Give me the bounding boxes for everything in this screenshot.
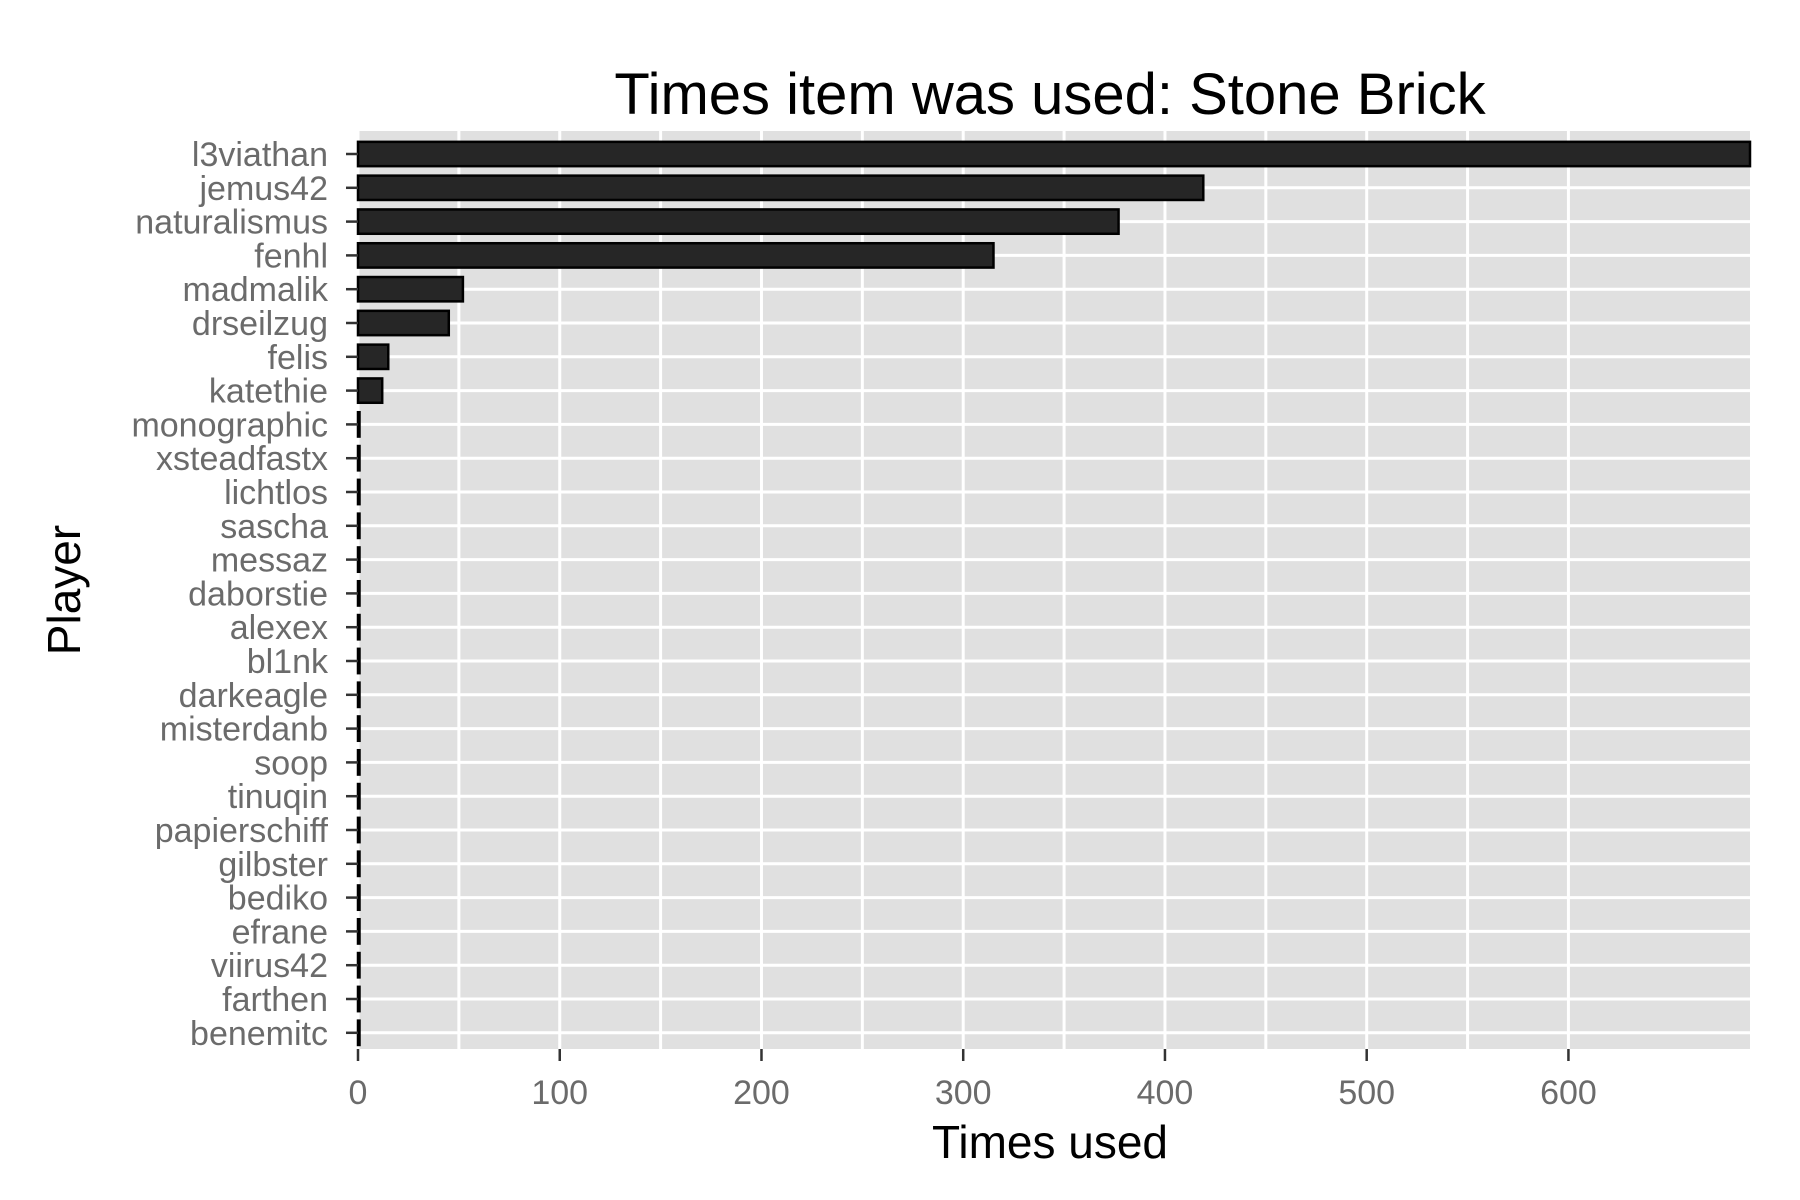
bar-soop — [356, 748, 361, 776]
bar-felis — [356, 343, 390, 371]
y-tick-label: fenhl — [254, 237, 328, 275]
bar-lichtlos — [356, 478, 361, 506]
y-tick-label: gilbster — [218, 846, 328, 884]
x-tick-label: 600 — [1540, 1074, 1597, 1112]
bar-drseilzug — [356, 309, 451, 337]
y-tick-label: naturalismus — [135, 204, 328, 242]
bar-monographic — [356, 410, 361, 438]
y-tick-label: darkeagle — [179, 677, 328, 715]
bar-jemus42 — [356, 174, 1205, 202]
plot-panel — [358, 131, 1750, 1049]
bar-papierschiff — [356, 816, 361, 844]
bar-messaz — [356, 546, 361, 574]
y-tick-label: xsteadfastx — [156, 440, 328, 478]
y-tick-label: felis — [268, 339, 328, 377]
bar-fenhl — [356, 241, 995, 269]
bar-benemitc — [356, 1019, 361, 1047]
y-tick-label: farthen — [222, 981, 328, 1019]
x-axis: 0 100 200 300 400 500 600 — [349, 1049, 1597, 1112]
y-tick-label: efrane — [232, 913, 328, 951]
bar-sascha — [356, 512, 361, 540]
y-axis: l3viathanjemus42naturalismusfenhlmadmali… — [131, 136, 358, 1053]
bar-tinuqin — [356, 782, 361, 810]
y-tick-label: drseilzug — [192, 305, 328, 343]
x-tick-label: 400 — [1137, 1074, 1194, 1112]
y-tick-label: madmalik — [183, 271, 329, 309]
x-tick-label: 200 — [733, 1074, 790, 1112]
bar-viirus42 — [356, 951, 361, 979]
y-axis-title: Player — [38, 525, 90, 655]
y-tick-label: lichtlos — [224, 474, 328, 512]
y-tick-label: misterdanb — [160, 711, 328, 749]
y-tick-label: papierschiff — [155, 812, 329, 850]
y-tick-label: alexex — [230, 609, 328, 647]
bar-katethie — [356, 377, 384, 405]
bar-farthen — [356, 985, 361, 1013]
chart-title: Times item was used: Stone Brick — [614, 62, 1486, 127]
x-tick-label: 0 — [349, 1074, 368, 1112]
bar-l3viathan — [356, 140, 1752, 168]
bar-alexex — [356, 613, 361, 641]
y-tick-label: benemitc — [190, 1015, 328, 1053]
bar-bl1nk — [356, 647, 361, 675]
x-tick-label: 300 — [935, 1074, 992, 1112]
bar-madmalik — [356, 275, 465, 303]
x-tick-label: 500 — [1338, 1074, 1395, 1112]
y-tick-label: monographic — [131, 406, 328, 444]
y-tick-label: bediko — [228, 880, 328, 918]
y-tick-label: soop — [254, 744, 328, 782]
y-tick-label: jemus42 — [198, 170, 328, 208]
y-tick-label: katethie — [209, 373, 328, 411]
bar-efrane — [356, 917, 361, 945]
y-tick-label: l3viathan — [192, 136, 328, 174]
bar-misterdanb — [356, 715, 361, 743]
bar-daborstie — [356, 579, 361, 607]
bar-bediko — [356, 884, 361, 912]
x-axis-title: Times used — [932, 1116, 1168, 1168]
x-tick-label: 100 — [531, 1074, 588, 1112]
bar-gilbster — [356, 850, 361, 878]
bar-xsteadfastx — [356, 444, 361, 472]
y-tick-label: bl1nk — [247, 643, 329, 681]
y-tick-label: daborstie — [188, 575, 328, 613]
y-tick-label: sascha — [220, 508, 328, 546]
bar-naturalismus — [356, 208, 1120, 236]
y-tick-label: messaz — [211, 542, 328, 580]
y-tick-label: viirus42 — [211, 947, 328, 985]
bar-darkeagle — [356, 681, 361, 709]
y-tick-label: tinuqin — [228, 778, 328, 816]
